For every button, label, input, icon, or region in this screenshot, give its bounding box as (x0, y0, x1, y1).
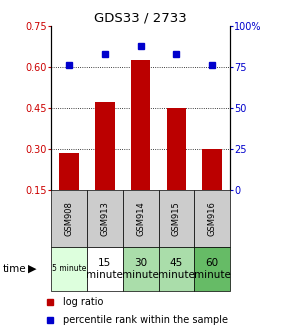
Text: GSM908: GSM908 (65, 201, 74, 236)
Bar (51, 190, 87, 247)
Title: GDS33 / 2733: GDS33 / 2733 (94, 12, 187, 25)
Text: GSM913: GSM913 (100, 201, 109, 236)
Bar (51, 247, 87, 291)
Text: 15
minute: 15 minute (86, 258, 123, 280)
Text: percentile rank within the sample: percentile rank within the sample (63, 315, 228, 325)
Bar (194, 190, 230, 247)
Bar (131, 60, 151, 190)
Text: GSM914: GSM914 (136, 201, 145, 236)
Bar (123, 247, 159, 291)
Text: GSM916: GSM916 (208, 201, 217, 236)
Bar (95, 102, 115, 190)
Bar (159, 247, 194, 291)
Text: 30
minute: 30 minute (122, 258, 159, 280)
Bar (87, 190, 123, 247)
Text: 5 minute: 5 minute (52, 265, 86, 273)
Bar (59, 153, 79, 190)
Text: 60
minute: 60 minute (194, 258, 231, 280)
Bar (166, 108, 186, 190)
Bar (87, 247, 123, 291)
Text: 45
minute: 45 minute (158, 258, 195, 280)
Bar (123, 190, 159, 247)
Text: log ratio: log ratio (63, 297, 103, 307)
Text: time: time (3, 264, 27, 274)
Bar (194, 247, 230, 291)
Bar (159, 190, 194, 247)
Text: ▶: ▶ (28, 264, 36, 274)
Text: GSM915: GSM915 (172, 201, 181, 236)
Bar (202, 149, 222, 190)
